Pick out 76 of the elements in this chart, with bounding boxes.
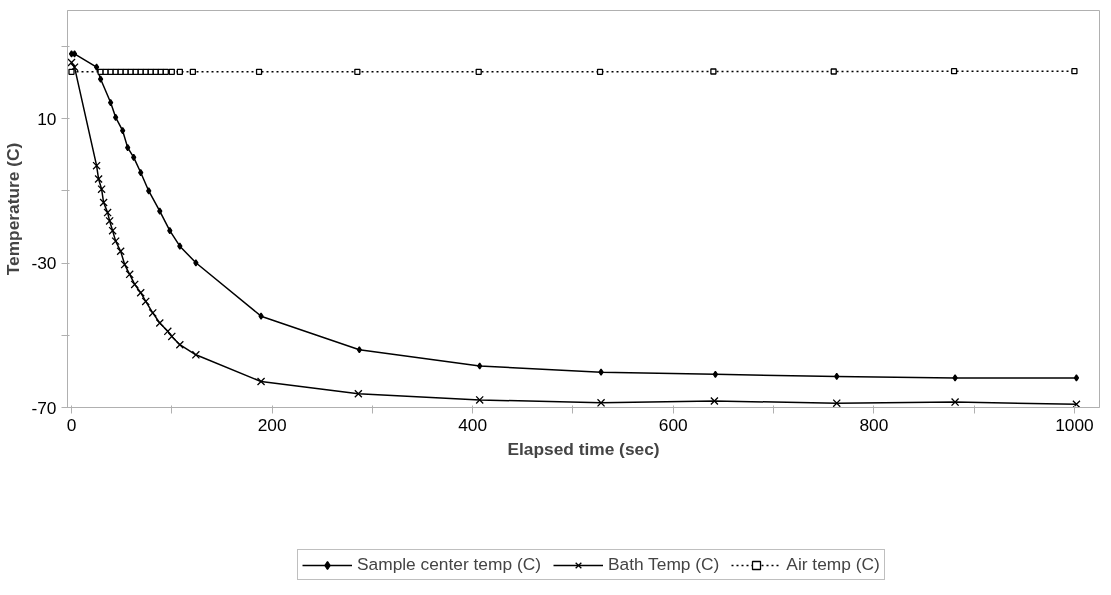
point — [99, 198, 108, 207]
x-tick-label: 1000 — [1055, 414, 1094, 435]
point — [92, 161, 101, 170]
point — [952, 374, 958, 382]
point — [167, 332, 176, 341]
point — [175, 340, 185, 349]
point — [167, 227, 173, 235]
point — [255, 68, 263, 75]
legend-label: Air temp (C) — [786, 554, 880, 575]
legend-label: Sample center temp (C) — [357, 554, 541, 575]
point — [950, 397, 960, 407]
y-tick-label: -30 — [31, 253, 57, 274]
x-tick-label: 600 — [658, 414, 688, 435]
point — [70, 62, 79, 72]
point — [105, 216, 114, 226]
point — [103, 208, 112, 217]
point — [141, 297, 150, 306]
point — [256, 377, 266, 386]
point — [120, 260, 129, 269]
y-tick-label: -70 — [31, 397, 57, 418]
point — [598, 368, 604, 376]
x-tick-label: 800 — [859, 414, 889, 435]
point — [120, 127, 126, 135]
point — [67, 58, 76, 67]
point — [168, 68, 175, 75]
point — [112, 68, 119, 75]
point — [177, 242, 183, 250]
point — [950, 67, 958, 75]
x-tick-label: 200 — [257, 414, 287, 435]
point — [130, 280, 139, 289]
point — [710, 68, 717, 75]
point — [191, 350, 201, 359]
point — [1071, 67, 1078, 75]
x-axis-title: Elapsed time (sec) — [507, 438, 660, 459]
point — [148, 308, 157, 318]
point — [596, 398, 606, 407]
point — [712, 370, 719, 378]
legend-label: Bath Temp (C) — [607, 554, 720, 575]
point — [93, 63, 100, 71]
point — [125, 144, 131, 152]
point — [475, 395, 484, 405]
point — [1073, 374, 1080, 382]
point — [68, 68, 75, 75]
x-tick-label: 0 — [66, 414, 77, 435]
point — [125, 270, 134, 279]
point — [354, 389, 363, 398]
point — [193, 259, 199, 267]
point — [112, 113, 119, 121]
point — [136, 288, 145, 297]
point — [107, 98, 114, 107]
y-tick-label: 10 — [37, 108, 57, 129]
point — [97, 75, 104, 83]
point — [163, 327, 172, 336]
point — [162, 68, 169, 75]
point — [157, 207, 163, 215]
point — [258, 312, 264, 320]
point — [475, 68, 482, 75]
point — [596, 68, 604, 75]
point — [97, 184, 106, 194]
y-axis-title: Temperature (C) — [3, 142, 24, 276]
point — [832, 398, 841, 408]
point — [146, 187, 152, 195]
point — [111, 236, 120, 246]
point — [155, 318, 164, 328]
point — [356, 346, 362, 354]
x-tick-label: 400 — [458, 414, 488, 435]
point — [108, 226, 117, 235]
point — [354, 68, 361, 75]
point — [189, 68, 197, 75]
point — [830, 68, 837, 75]
point — [1072, 400, 1081, 408]
point — [116, 247, 125, 256]
point — [94, 174, 103, 184]
point — [176, 68, 183, 75]
point — [477, 362, 483, 370]
point — [710, 396, 719, 406]
